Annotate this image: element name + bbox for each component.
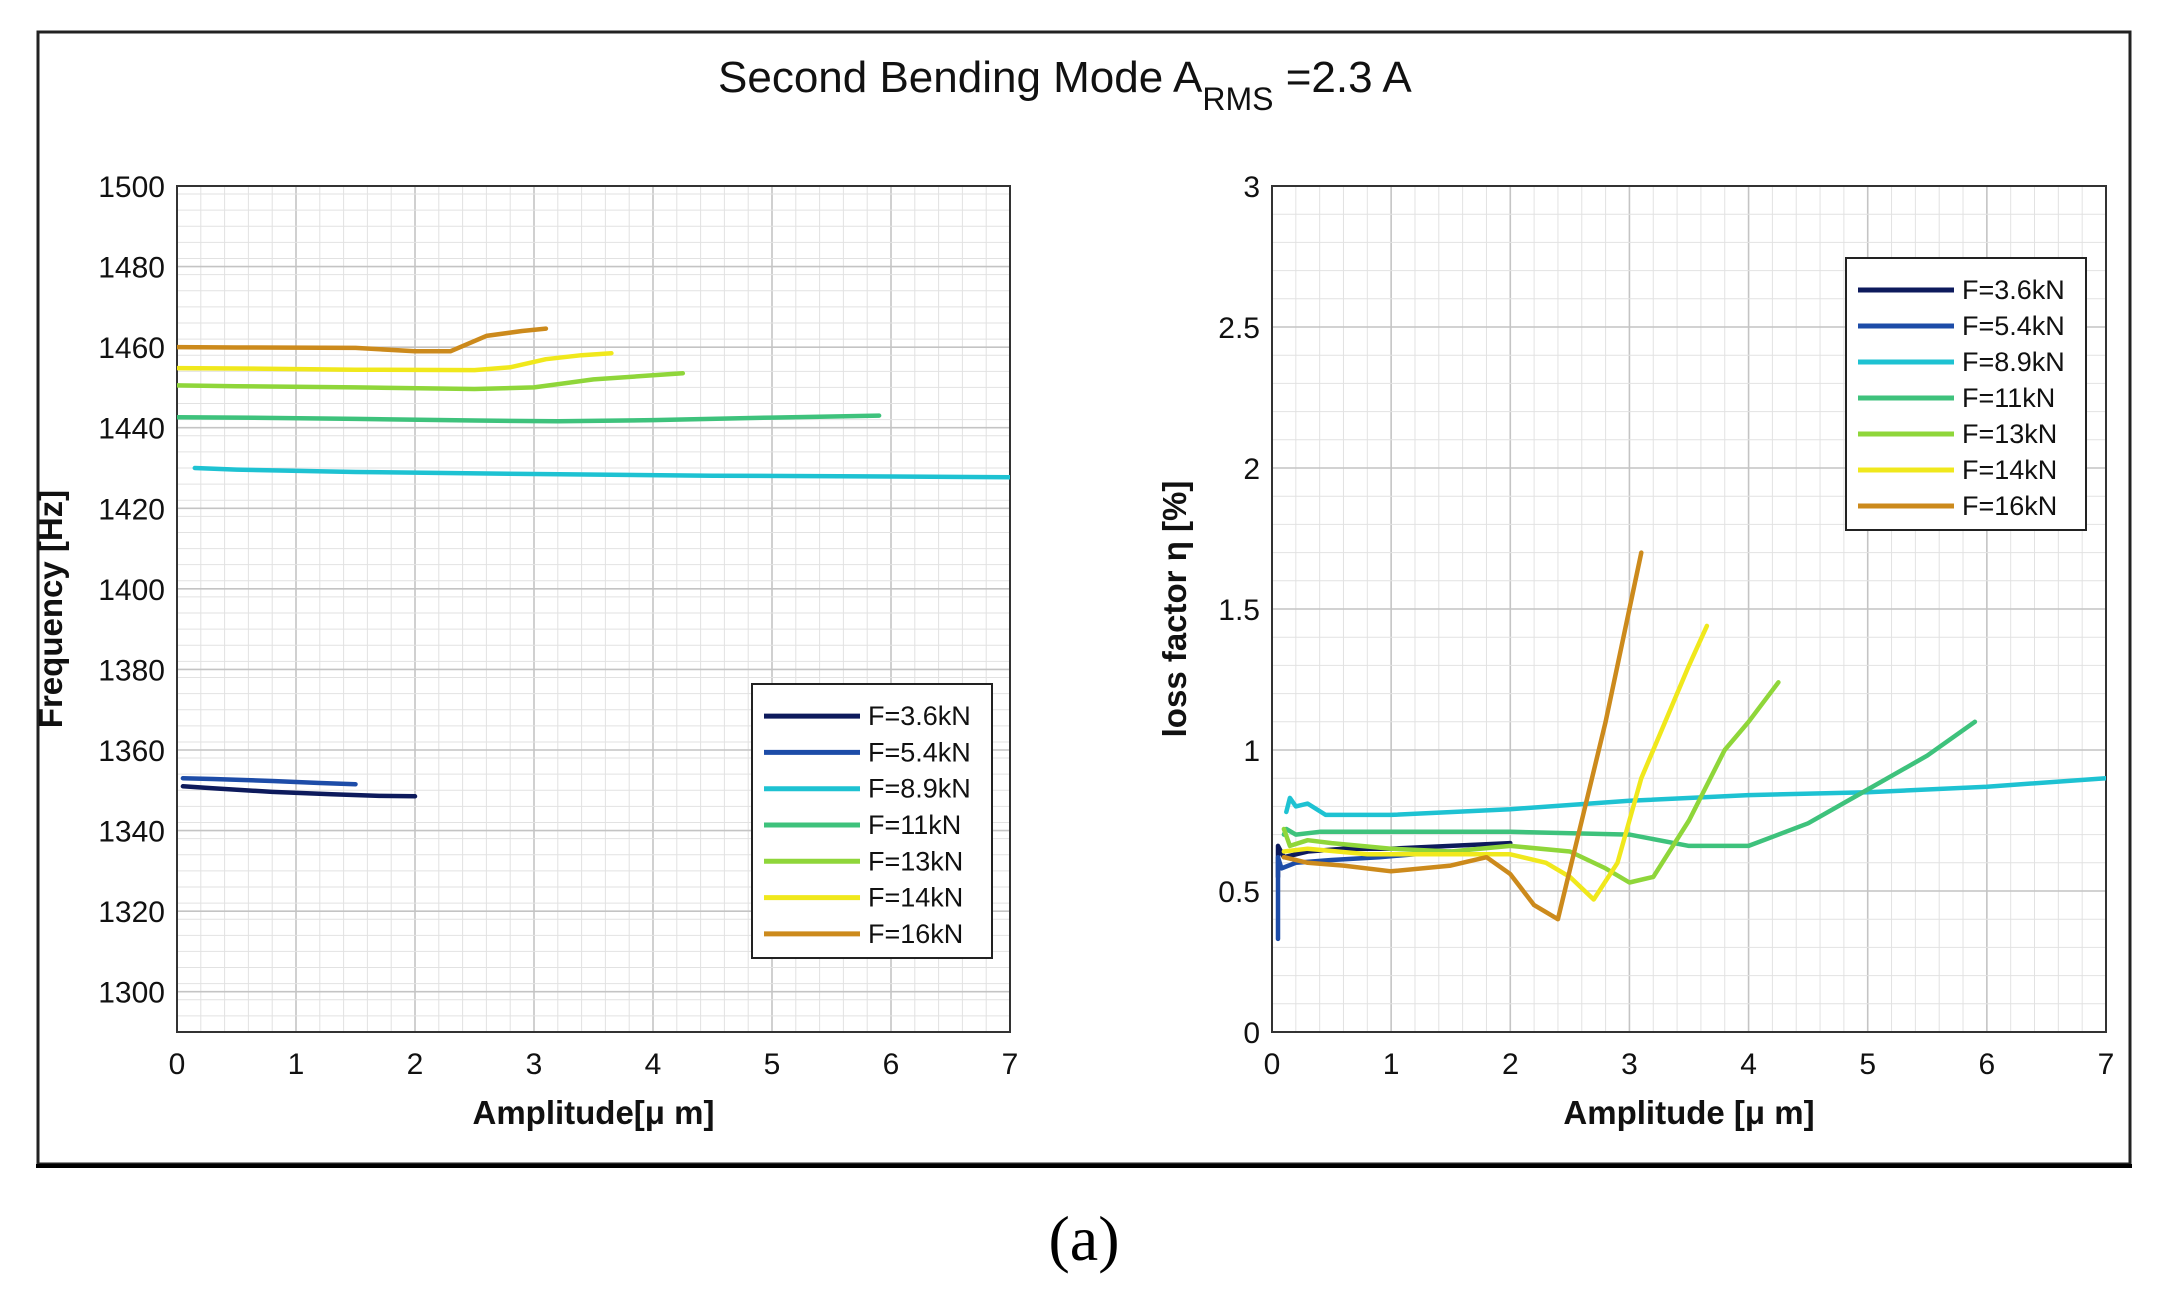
figure-title: Second Bending Mode ARMS =2.3 A <box>718 53 1412 117</box>
freq-legend-label: F=5.4kN <box>868 737 971 767</box>
freq-xtick-label: 2 <box>407 1048 424 1081</box>
freq-series-f-14kn <box>177 350 614 373</box>
freq-ytick-label: 1340 <box>98 816 165 849</box>
freq-legend: F=3.6kN F=5.4kN F=8.9kN F=11kN F=13kN F=14kN F… <box>751 683 993 959</box>
freq-xtick-label: 5 <box>764 1048 781 1081</box>
freq-ytick-label: 1360 <box>98 735 165 768</box>
loss-ytick-label: 2.5 <box>1218 312 1260 345</box>
freq-series-f-5-4kn <box>180 775 358 787</box>
loss-factor-chart: 0 1 2 3 4 5 6 7 0 0.5 1 1.5 2 2.5 3 Amplitude [μ m] loss… <box>1156 171 2114 1131</box>
freq-legend-label: F=8.9kN <box>868 774 971 804</box>
freq-ytick-label: 1480 <box>98 252 165 285</box>
loss-legend-label: F=16kN <box>1962 491 2057 521</box>
loss-ytick-label: 1 <box>1243 735 1260 768</box>
loss-legend-label: F=11kN <box>1962 383 2055 413</box>
loss-y-axis-label: loss factor η [%] <box>1156 481 1193 738</box>
loss-legend-label: F=13kN <box>1962 419 2057 449</box>
freq-ytick-label: 1500 <box>98 171 165 204</box>
freq-series-f-13kn <box>177 371 686 392</box>
freq-ytick-label: 1400 <box>98 574 165 607</box>
loss-legend-label: F=8.9kN <box>1962 347 2065 377</box>
loss-xtick-label: 5 <box>1859 1048 1876 1081</box>
freq-ytick-label: 1320 <box>98 896 165 929</box>
freq-series-f-8-9kn <box>192 465 1010 480</box>
loss-legend-label: F=14kN <box>1962 455 2057 485</box>
loss-legend-label: F=3.6kN <box>1962 275 2065 305</box>
freq-legend-box <box>751 683 993 959</box>
freq-xtick-label: 3 <box>526 1048 543 1081</box>
freq-xtick-label: 6 <box>883 1048 900 1081</box>
loss-series-f-13kn <box>1281 680 1781 885</box>
loss-series-group <box>1275 550 2106 942</box>
loss-xtick-label: 7 <box>2098 1048 2115 1081</box>
freq-x-axis-label: Amplitude[μ m] <box>472 1094 714 1131</box>
loss-x-axis-label: Amplitude [μ m] <box>1563 1094 1814 1131</box>
frequency-chart: 0 1 2 3 4 5 6 7 1300 1320 1340 1360 1380 1400 1420 1440… <box>32 171 1018 1131</box>
loss-ytick-label: 0 <box>1243 1017 1260 1050</box>
loss-ytick-label: 0.5 <box>1218 876 1260 909</box>
figure-caption: (a) <box>1048 1203 1119 1274</box>
loss-series-f-16kn <box>1281 550 1644 922</box>
freq-legend-label: F=13kN <box>868 846 963 876</box>
freq-series-f-3-6kn <box>180 784 418 799</box>
freq-axes-box <box>176 185 1011 1033</box>
freq-ytick-label: 1460 <box>98 332 165 365</box>
loss-axes-box <box>1271 185 2107 1033</box>
loss-xtick-label: 4 <box>1740 1048 1757 1081</box>
loss-legend: F=3.6kN F=5.4kN F=8.9kN F=11kN F=13kN F=14kN F… <box>1845 257 2087 531</box>
freq-series-f-11kn <box>177 413 882 424</box>
loss-xtick-label: 6 <box>1979 1048 1996 1081</box>
freq-ytick-label: 1380 <box>98 654 165 687</box>
freq-xtick-label: 4 <box>645 1048 662 1081</box>
loss-ytick-label: 3 <box>1243 171 1260 204</box>
freq-xtick-label: 1 <box>288 1048 305 1081</box>
loss-ytick-label: 1.5 <box>1218 594 1260 627</box>
loss-xtick-label: 3 <box>1621 1048 1638 1081</box>
loss-xtick-label: 1 <box>1383 1048 1400 1081</box>
figure-title-main: Second Bending Mode A <box>718 53 1203 102</box>
loss-ytick-label: 2 <box>1243 453 1260 486</box>
loss-legend-box <box>1845 257 2087 531</box>
loss-xtick-label: 2 <box>1502 1048 1519 1081</box>
freq-series-f-16kn <box>177 326 549 354</box>
freq-legend-label: F=11kN <box>868 810 961 840</box>
loss-series-f-8-9kn <box>1284 775 2106 818</box>
loss-xtick-label: 0 <box>1264 1048 1281 1081</box>
freq-ytick-label: 1440 <box>98 413 165 446</box>
freq-legend-label: F=14kN <box>868 883 963 913</box>
figure-title-subscript: RMS <box>1202 81 1273 117</box>
freq-series-group <box>177 326 1010 799</box>
figure-title-tail: =2.3 A <box>1273 53 1412 102</box>
loss-series-f-11kn <box>1281 719 1978 849</box>
freq-y-axis-label: Frequency [Hz] <box>32 490 69 728</box>
freq-xtick-label: 0 <box>169 1048 186 1081</box>
freq-legend-label: F=16kN <box>868 919 963 949</box>
freq-legend-label: F=3.6kN <box>868 701 971 731</box>
freq-ytick-label: 1300 <box>98 977 165 1010</box>
freq-xtick-label: 7 <box>1002 1048 1019 1081</box>
freq-ytick-label: 1420 <box>98 493 165 526</box>
loss-legend-label: F=5.4kN <box>1962 311 2065 341</box>
